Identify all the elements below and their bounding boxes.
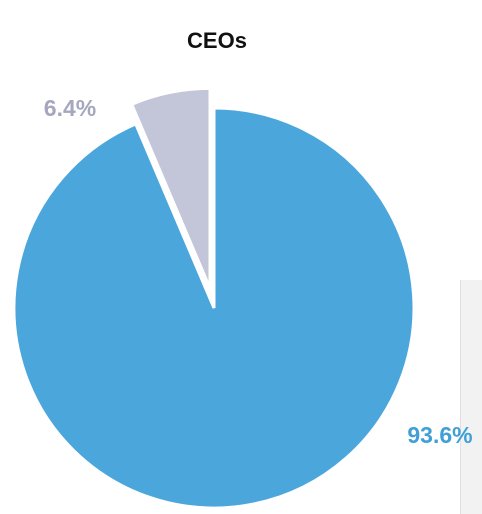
pie-slice bbox=[129, 86, 212, 289]
value-label: 93.6% bbox=[407, 422, 472, 448]
pie-slice bbox=[12, 106, 416, 510]
chart-title: CEOs bbox=[187, 28, 247, 53]
side-panel bbox=[460, 280, 482, 514]
value-label: 6.4% bbox=[44, 95, 96, 121]
side-panel-edge bbox=[460, 280, 461, 514]
